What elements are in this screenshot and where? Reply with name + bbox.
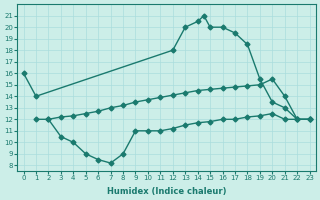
X-axis label: Humidex (Indice chaleur): Humidex (Indice chaleur) [107, 187, 226, 196]
